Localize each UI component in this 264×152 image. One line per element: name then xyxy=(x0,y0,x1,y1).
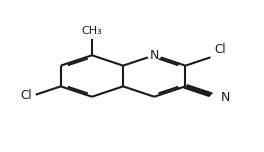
Text: CH₃: CH₃ xyxy=(82,26,102,36)
Circle shape xyxy=(148,52,161,59)
Text: Cl: Cl xyxy=(215,43,226,56)
Text: N: N xyxy=(150,49,159,62)
Text: N: N xyxy=(221,91,230,104)
Text: Cl: Cl xyxy=(20,89,32,102)
